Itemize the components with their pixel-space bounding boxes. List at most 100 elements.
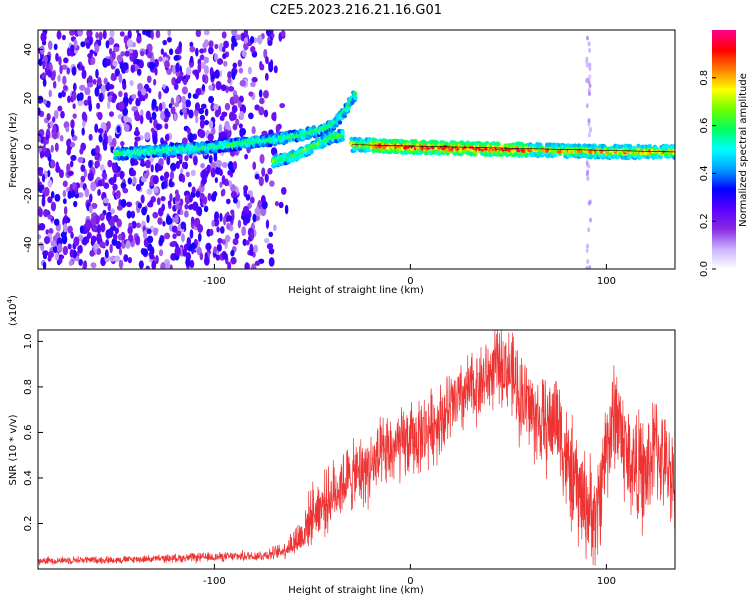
- heatmap-cell: [69, 30, 75, 36]
- heatmap-cell: [94, 86, 100, 97]
- x-tick-label: 0: [407, 576, 413, 587]
- heatmap-cell: [94, 44, 100, 53]
- heatmap-cell: [207, 133, 214, 142]
- heatmap-cell: [218, 123, 223, 134]
- heatmap-cell: [145, 265, 150, 269]
- heatmap-cell: [139, 50, 145, 57]
- heatmap-cell: [61, 34, 66, 41]
- heatmap-cell: [214, 211, 218, 222]
- heatmap-cell: [63, 57, 69, 64]
- heatmap-cell: [106, 211, 112, 218]
- heatmap-cell: [72, 82, 77, 92]
- snr-x-ticks: -100 0 100: [203, 564, 616, 587]
- heatmap-cell: [42, 60, 46, 70]
- scale-base: (x10: [8, 303, 19, 326]
- heatmap-cell: [261, 200, 268, 210]
- heatmap-cell: [219, 69, 223, 78]
- heatmap-cell: [627, 144, 633, 149]
- heatmap-cell: [173, 113, 177, 121]
- heatmap-cell: [238, 123, 243, 129]
- heatmap-cell: [53, 109, 59, 120]
- heatmap-cell: [224, 102, 231, 111]
- heatmap-cell: [101, 172, 108, 179]
- heatmap-cell: [153, 187, 159, 194]
- heatmap-cell: [658, 154, 664, 160]
- heatmap-cell: [168, 103, 172, 109]
- heatmap-cell: [54, 252, 59, 261]
- heatmap-cell: [175, 62, 180, 73]
- heatmap-cell: [161, 203, 165, 212]
- heatmap-cell: [80, 164, 86, 172]
- heatmap-cell: [115, 189, 121, 199]
- heatmap-cell: [239, 110, 245, 121]
- heatmap-cell: [201, 84, 206, 92]
- heatmap-cell: [127, 30, 132, 39]
- heatmap-cell: [221, 161, 228, 169]
- heatmap-cell: [105, 58, 112, 67]
- heatmap-cell: [249, 196, 255, 204]
- heatmap-cell: [671, 144, 675, 149]
- heatmap-cell: [109, 243, 113, 254]
- heatmap-cell: [53, 218, 60, 226]
- heatmap-cell: [195, 30, 202, 38]
- heatmap-cell: [406, 141, 411, 147]
- heatmap-cell: [198, 107, 205, 115]
- spectrogram-panel: -100 0 100 -40 -20 0 20 40 Height of straight …: [8, 29, 676, 296]
- heatmap-cell: [241, 50, 247, 58]
- heatmap-cell: [102, 197, 110, 204]
- snr-panel: -100 0 100 0.2 0.4 0.6 0.8 1.0 Height of strai…: [6, 295, 676, 596]
- y-tick-label: -40: [23, 236, 34, 252]
- heatmap-cell: [268, 231, 274, 238]
- heatmap-cell: [164, 108, 169, 117]
- heatmap-cell: [88, 133, 93, 141]
- heatmap-cell: [87, 95, 92, 102]
- heatmap-cell: [181, 107, 187, 113]
- heatmap-cell: [263, 90, 269, 99]
- heatmap-cell: [46, 128, 51, 136]
- heatmap-cell: [189, 259, 195, 269]
- heatmap-cell: [111, 137, 117, 148]
- heatmap-cell: [48, 228, 54, 235]
- heatmap-cell: [166, 36, 172, 43]
- heatmap-cell: [62, 198, 67, 205]
- heatmap-cell: [258, 106, 265, 116]
- heatmap-cell: [152, 175, 159, 185]
- y-tick-label: 40: [23, 43, 34, 56]
- heatmap-cell: [199, 48, 205, 54]
- heatmap-cell: [57, 243, 63, 253]
- heatmap-cell: [102, 138, 108, 148]
- heatmap-cell: [115, 240, 122, 250]
- heatmap-cell: [587, 227, 591, 233]
- heatmap-cell: [269, 180, 275, 187]
- heatmap-cell: [87, 82, 94, 88]
- heatmap-cell: [280, 30, 286, 38]
- heatmap-cell: [58, 56, 62, 66]
- heatmap-cell: [189, 46, 196, 53]
- heatmap-cell: [149, 254, 155, 260]
- heatmap-cell: [269, 30, 274, 35]
- heatmap-cell: [52, 131, 58, 140]
- heatmap-cell: [150, 164, 154, 173]
- heatmap-cell: [218, 168, 223, 177]
- heatmap-cell: [58, 92, 63, 99]
- heatmap-cell: [118, 233, 123, 241]
- heatmap-cell: [222, 215, 227, 226]
- snr-y-ticks: 0.2 0.4 0.6 0.8 1.0: [23, 333, 43, 531]
- heatmap-cell: [41, 173, 46, 183]
- heatmap-cell: [83, 168, 88, 178]
- heatmap-cell: [38, 234, 42, 240]
- heatmap-cell: [99, 241, 106, 248]
- heatmap-cell: [38, 186, 43, 194]
- heatmap-cell: [111, 97, 116, 103]
- heatmap-cell: [76, 63, 81, 69]
- heatmap-cell: [169, 170, 175, 180]
- heatmap-cell: [75, 250, 80, 257]
- colorbar-tick-label: 0.4: [699, 165, 710, 181]
- heatmap-cell: [340, 137, 345, 142]
- heatmap-cell: [94, 154, 100, 161]
- heatmap-cell: [195, 87, 202, 96]
- heatmap-cell: [41, 196, 46, 207]
- heatmap-cell: [81, 69, 87, 80]
- heatmap-cell: [585, 266, 589, 269]
- heatmap-cell: [135, 126, 139, 135]
